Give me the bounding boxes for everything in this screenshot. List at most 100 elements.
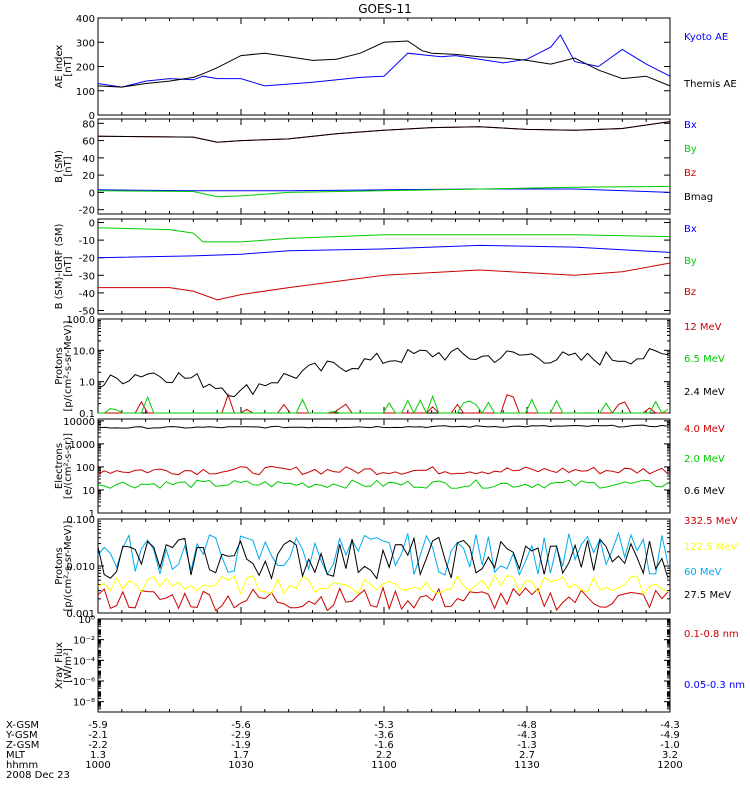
legend-ae-1: Themis AE [683,79,737,90]
panel-frame [97,17,671,116]
panel-ae: 0 100 200 300 400 AE index[nT] Kyoto AE Themis … [54,14,737,122]
series-line-protons_low-1 [98,394,669,415]
y-axis-label: [nT] [63,156,74,176]
legend-protons_high-3: 27.5 MeV [684,590,731,601]
x-row-value: -1.0 [660,740,680,751]
legend-igrf-1: By [684,256,697,267]
panel-frame [97,418,671,514]
legend-electrons-1: 2.0 MeV [684,454,725,465]
y-axis-label: B (SM)-IGRF (SM) [54,224,65,310]
x-row-value: 2.7 [519,750,535,761]
series-line-b-1 [97,185,671,198]
panel-protons_high: 0.001 0.010 0.100 Protons[p/(cm²-s-sr-MeV)]… [54,515,738,620]
x-row-label: hhmm [6,760,38,771]
x-row-value: 1.7 [233,750,249,761]
y-axis-label: [e/(cm²-s-sr)] [63,433,74,499]
y-tick-label: 300 [76,38,95,49]
x-row-label: MLT [6,750,26,761]
y-tick-label: 0 [89,219,95,230]
y-axis-label: Protons [54,547,65,584]
series-line-ae-0 [97,34,671,88]
panel-xray: 10⁻⁸ 10⁻⁶ 10⁻⁴ 10⁻² 10⁰ Xray Flux[W/m²] 0.1-0.… [54,615,745,713]
panel-igrf: -50 -40 -30 -20 -10 0 B (SM)-IGRF (SM)[nT] Bx By… [54,218,697,317]
series-line-b-3 [97,121,671,143]
panel-frame [97,518,671,614]
series-line-protons_high-1 [97,574,669,596]
y-tick-label: -20 [79,206,95,217]
x-row-value: -2.1 [88,730,108,741]
y-tick-label: 100 [76,87,95,98]
legend-protons_low-0: 12 MeV [684,322,722,333]
series-line-protons_high-3 [97,536,669,581]
x-row-value: -5.9 [88,720,108,731]
x-row-value: -5.3 [374,720,394,731]
y-tick-label: -40 [79,289,95,300]
y-tick-label: 60 [82,137,95,148]
y-tick-label: 400 [76,14,95,25]
y-tick-label: 1.0 [79,378,95,389]
series-line-electrons-2 [97,424,669,430]
y-tick-label: 200 [76,63,95,74]
legend-ae-0: Kyoto AE [684,32,728,43]
legend-igrf-2: Bz [684,287,696,298]
series-line-electrons-1 [97,479,669,489]
y-tick-label: 10⁻² [73,636,95,647]
y-tick-label: 10.0 [73,346,95,357]
y-tick-label: 100.0 [66,315,95,326]
x-row-value: 3.2 [662,750,678,761]
x-row-value: -4.8 [517,720,537,731]
x-row-value: -4.3 [517,730,537,741]
x-row-value: -2.9 [231,730,251,741]
panel-electrons: 1 10 100 1000 10000 Electrons[e/(cm²-s-sr)] 4.… [54,417,725,520]
y-axis-label: B (SM) [54,150,65,183]
series-line-b-0 [97,188,671,193]
y-tick-label: 0.001 [66,609,95,620]
series-line-igrf-2 [98,262,671,301]
x-row-value: 1100 [371,760,396,771]
legend-protons_high-0: 332.5 MeV [684,516,738,527]
y-tick-label: -10 [79,236,95,247]
y-axis-label: AE index [54,45,65,89]
x-row-value: 1.3 [90,750,106,761]
y-axis-label: [p/(cm²-s-sr-MeV)] [63,520,74,611]
panel-frame [97,118,671,215]
y-tick-label: 10⁻⁴ [73,656,95,667]
legend-protons_low-1: 6.5 MeV [684,354,725,365]
series-line-protons_high-2 [97,531,669,577]
y-tick-label: 100 [76,463,95,474]
y-tick-label: 10⁻⁶ [73,677,95,688]
y-tick-label: 0.010 [66,562,95,573]
y-axis-label: Xray Flux [54,642,65,689]
y-tick-label: 80 [82,119,95,130]
y-tick-label: 10⁻⁸ [73,698,95,709]
y-tick-label: -50 [79,306,95,317]
chart-title: GOES-11 [358,2,412,16]
x-row-value: -1.9 [231,740,251,751]
y-tick-label: 1 [89,509,95,520]
y-tick-label: 0 [89,111,95,122]
y-axis-label: [nT] [63,56,74,76]
y-axis-label: [p/(cm²-s-sr-MeV)] [63,320,74,411]
legend-electrons-0: 4.0 MeV [684,424,725,435]
panel-frame [97,618,671,713]
x-row-value: -3.6 [374,730,394,741]
series-line-protons_low-0 [98,393,669,414]
legend-electrons-2: 0.6 MeV [684,486,725,497]
y-tick-label: 20 [82,171,95,182]
legend-b-0: Bx [684,120,697,131]
y-tick-label: -30 [79,271,95,282]
panel-protons_low: 0.1 1.0 10.0 100.0 Protons[p/(cm²-s-sr-MeV)]… [54,315,725,420]
legend-b-1: By [684,144,697,155]
x-row-value: -4.3 [660,720,680,731]
y-tick-label: 0.100 [66,515,95,526]
panel-frame [97,218,671,315]
legend-xray-1: 0.05-0.3 nm [684,680,745,691]
y-tick-label: 1000 [70,440,95,451]
y-axis-label: [nT] [63,256,74,276]
legend-b-2: Bz [684,168,696,179]
y-tick-label: 0.1 [79,409,95,420]
x-row-value: 1200 [657,760,682,771]
series-line-protons_low-2 [97,347,669,398]
x-row-value: -1.6 [374,740,394,751]
